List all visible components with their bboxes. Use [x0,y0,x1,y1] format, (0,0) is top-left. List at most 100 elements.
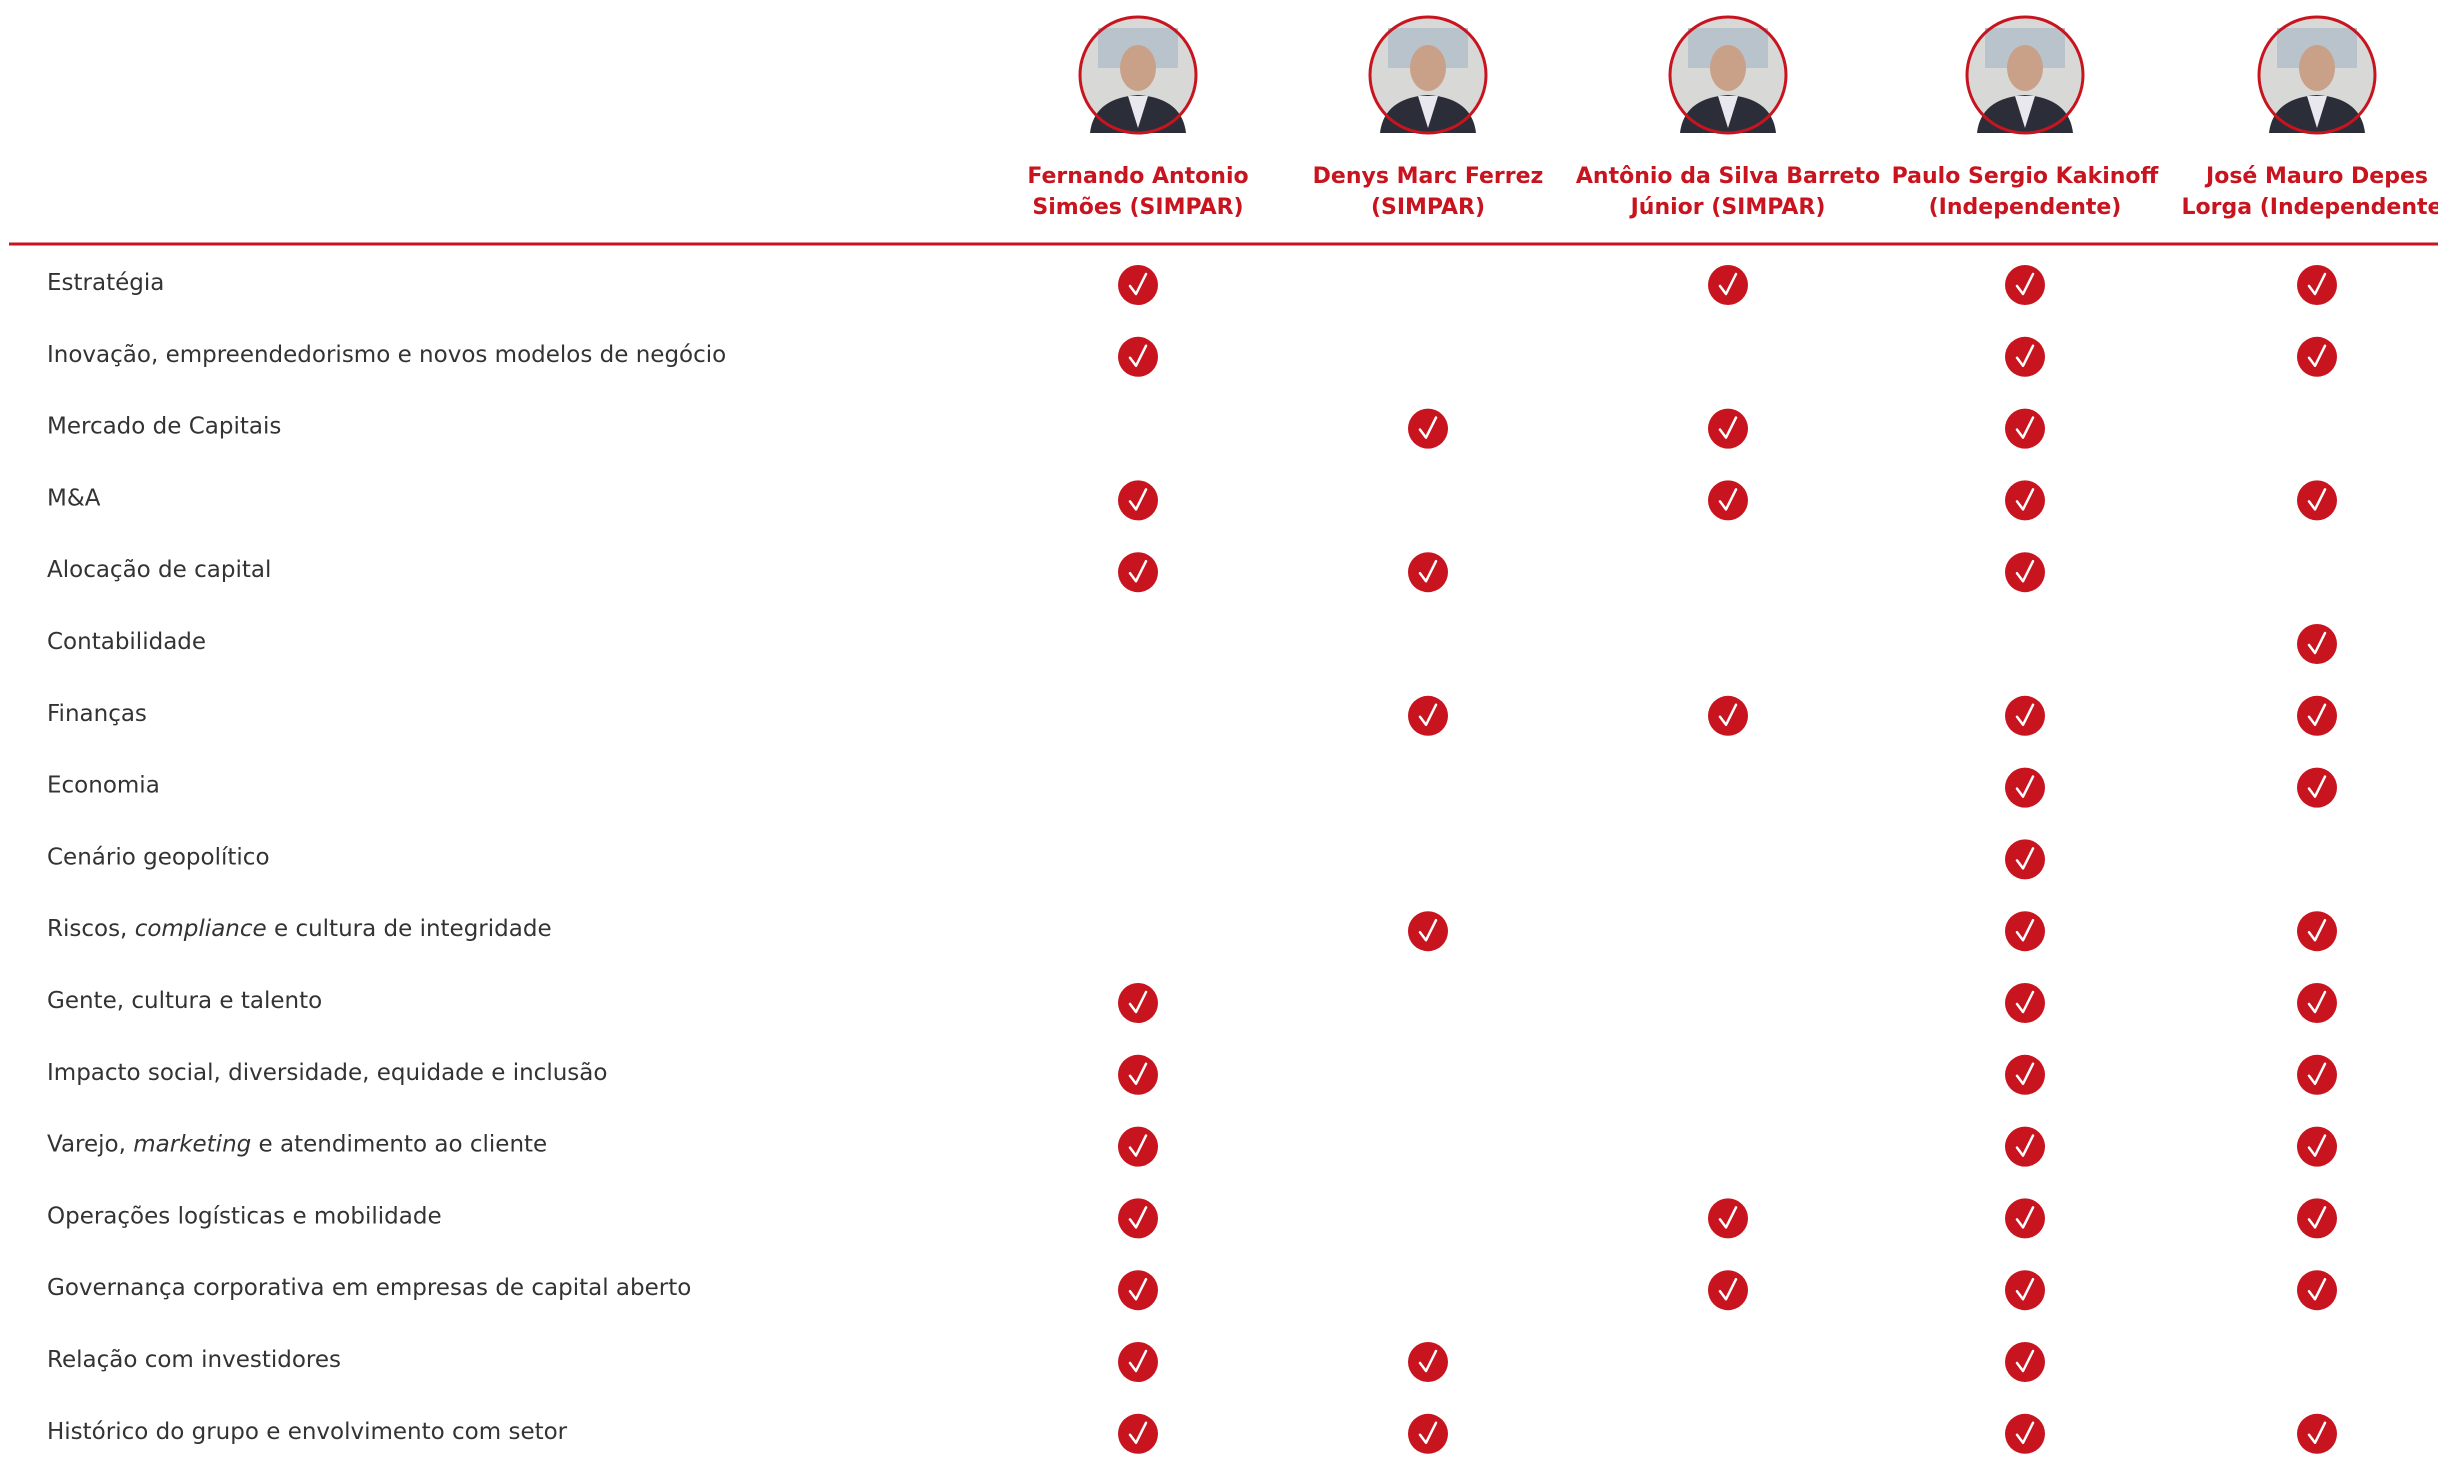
skill-label: Operações logísticas e mobilidade [47,1203,442,1229]
check-tick [2015,559,2035,583]
member-name: Antônio da Silva Barreto [1576,164,1880,189]
check-tick [2015,1277,2035,1301]
check-mark [2005,911,2045,952]
member-photo [1965,15,2085,135]
check-tick [2307,1277,2327,1301]
check-mark [2297,1198,2337,1239]
photo-shirt [1128,96,1148,128]
check-circle [1708,408,1748,449]
skill-label-part: Relação com investidores [47,1347,341,1373]
check-circle [2005,983,2045,1023]
check-circle [2297,1413,2337,1454]
check-circle [2297,265,2337,305]
check-mark [2005,1413,2045,1454]
check-tick [2015,1062,2035,1086]
check-circle [2005,1342,2045,1382]
check-circle [2297,695,2337,736]
check-tick [1128,1421,1148,1445]
check-circle [1408,911,1448,952]
check-mark [1408,695,1448,736]
skill-label: M&A [47,485,101,511]
check-mark [2005,983,2045,1023]
check-mark [1708,695,1748,736]
check-circle [2005,552,2045,593]
check-circle [1408,552,1448,593]
check-tick [1718,488,1738,511]
check-mark [2297,1054,2337,1095]
check-mark [1708,480,1748,521]
member-photo [1078,15,1198,135]
check-circle [2005,839,2045,880]
check-circle [2005,1198,2045,1239]
check-tick [2307,272,2327,296]
skill-label: Mercado de Capitais [47,413,281,439]
check-mark [1118,480,1158,521]
skill-label-part: Governança corporativa em empresas de ca… [47,1275,691,1301]
check-tick [2015,990,2035,1014]
check-mark [1118,1126,1158,1167]
skill-label: Contabilidade [47,629,206,655]
skill-label: Finanças [47,700,147,726]
member-name: Denys Marc Ferrez [1313,164,1544,189]
member-name: Júnior (SIMPAR) [1629,195,1826,220]
photo-face [2007,45,2043,91]
check-circle [1708,265,1748,305]
check-mark [2297,624,2337,664]
check-tick [2307,344,2327,368]
check-tick [2015,918,2035,942]
check-mark [1408,911,1448,952]
check-tick [1128,1349,1148,1373]
check-tick [1128,1134,1148,1157]
check-tick [2307,775,2327,798]
check-mark [1118,1270,1158,1311]
member-photo [2257,15,2377,135]
skill-label-part: M&A [47,485,101,511]
check-tick [1718,1277,1738,1301]
skill-label-part: Contabilidade [47,629,206,655]
check-circle [1408,1342,1448,1382]
check-mark [2005,1126,2045,1167]
check-circle [1118,1413,1158,1454]
check-mark [1408,1342,1448,1382]
photo-ring [2257,15,2377,135]
check-mark [2005,839,2045,880]
member-name: (Independente) [1929,195,2122,220]
check-tick [1418,918,1438,942]
check-circle [2005,1126,2045,1167]
check-circle [1708,480,1748,521]
skill-label-part: compliance [135,916,267,942]
photo-ring [1078,15,1198,135]
member-name: José Mauro Depes [2204,164,2428,189]
check-mark [1118,1054,1158,1095]
check-circle [1118,265,1158,305]
check-circle [1408,1413,1448,1454]
skill-label: Relação com investidores [47,1347,341,1373]
check-circle [1118,983,1158,1023]
check-mark [2005,767,2045,808]
check-circle [1118,1198,1158,1239]
member-name: Fernando Antonio [1027,164,1248,189]
check-mark [1118,1342,1158,1382]
check-tick [2015,488,2035,511]
skill-label: Riscos, compliance e cultura de integrid… [47,916,552,942]
check-tick [2015,775,2035,798]
check-tick [1128,1206,1148,1229]
check-circle [2005,408,2045,449]
check-tick [1128,1062,1148,1086]
check-tick [2307,703,2327,727]
photo-face [2299,45,2335,91]
check-mark [1118,983,1158,1023]
check-mark [2005,1270,2045,1311]
skill-label: Cenário geopolítico [47,844,270,870]
check-circle [2297,911,2337,952]
check-circle [2005,480,2045,521]
check-mark [2005,408,2045,449]
check-mark [2297,1270,2337,1311]
check-mark [1408,408,1448,449]
check-circle [2297,1270,2337,1311]
check-tick [1418,416,1438,439]
photo-ring [1368,15,1488,135]
check-circle [2297,983,2337,1023]
check-tick [1418,559,1438,583]
skill-label-part: Finanças [47,700,147,726]
